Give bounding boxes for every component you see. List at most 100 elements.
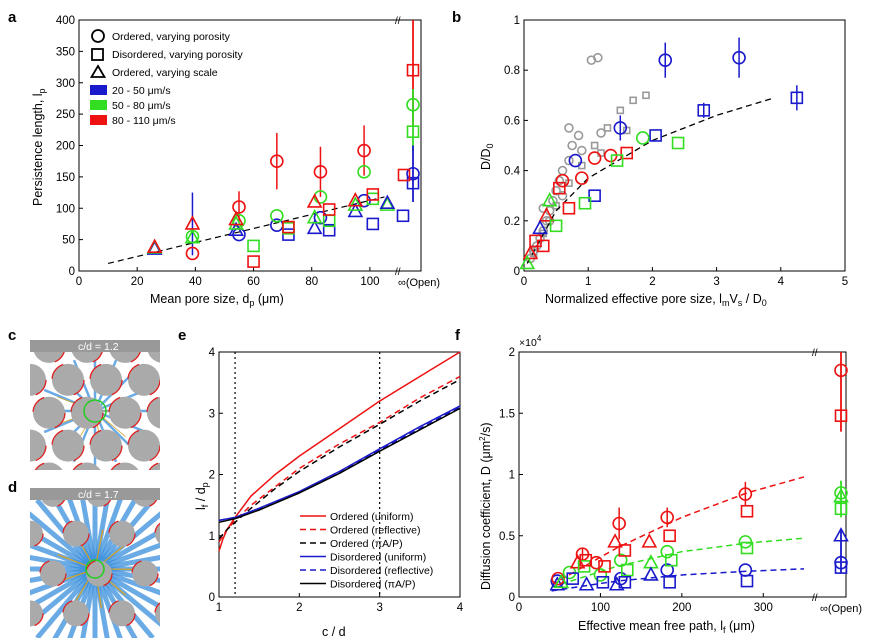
open-point bbox=[834, 363, 848, 378]
data-point bbox=[618, 544, 632, 557]
panel-e-xlabel: c / d bbox=[322, 625, 346, 639]
panel-f-chart: 0 100 200 300 0 0.5 1 1.5 2 ×104 // // ∞(Open) E… bbox=[478, 334, 862, 635]
x-tick-label: 4 bbox=[778, 276, 785, 288]
data-point bbox=[663, 575, 676, 589]
y-tick-label: 0 bbox=[209, 592, 215, 604]
data-point bbox=[649, 129, 662, 142]
x-tick-label: 2 bbox=[296, 602, 302, 614]
y-tick-label: 350 bbox=[56, 46, 75, 58]
data-point bbox=[282, 220, 295, 234]
trajectory bbox=[35, 567, 97, 638]
obstacle bbox=[132, 560, 158, 587]
data-point bbox=[347, 192, 364, 207]
obstacle bbox=[90, 363, 122, 396]
y-tick-label: 0.8 bbox=[504, 65, 520, 77]
obstacle bbox=[90, 429, 122, 462]
x-tick-label: 1 bbox=[585, 276, 591, 288]
data-point bbox=[620, 563, 634, 577]
legend-ordered-scale: Ordered, varying scale bbox=[112, 67, 218, 79]
gray-point bbox=[557, 190, 568, 201]
legend-square-marker bbox=[91, 48, 104, 61]
obstacle bbox=[0, 298, 8, 330]
obstacle bbox=[33, 396, 65, 429]
data-point bbox=[740, 541, 754, 555]
series-line bbox=[218, 375, 461, 543]
data-point bbox=[671, 136, 685, 150]
obstacle-edge bbox=[30, 520, 44, 548]
data-point bbox=[641, 533, 658, 548]
y-tick-label: 1 bbox=[514, 15, 520, 27]
y-tick-label: 400 bbox=[56, 15, 75, 27]
gray-point bbox=[554, 175, 565, 186]
data-point bbox=[538, 207, 555, 222]
obstacle-edge bbox=[62, 520, 90, 548]
obstacle-edge bbox=[166, 364, 198, 396]
start-region bbox=[85, 559, 105, 579]
panel-b-xlabel: Normalized effective pore size, lmVs / D… bbox=[545, 292, 767, 308]
y-tick-label: 100 bbox=[56, 203, 75, 215]
series-line bbox=[218, 405, 461, 522]
y-tick-label: 50 bbox=[62, 235, 75, 247]
data-point bbox=[357, 143, 371, 158]
data-point bbox=[618, 575, 632, 589]
panel-a-open-label: ∞(Open) bbox=[398, 277, 440, 289]
data-point bbox=[660, 510, 675, 525]
panel-c-illustration: c/d = 1.2 bbox=[0, 298, 198, 470]
data-point bbox=[596, 575, 610, 589]
obstacle-edge bbox=[52, 298, 84, 330]
data-point bbox=[519, 254, 536, 270]
obstacle bbox=[30, 600, 43, 627]
data-point bbox=[306, 193, 323, 208]
obstacle bbox=[30, 429, 46, 462]
data-point bbox=[598, 560, 611, 573]
obstacle bbox=[0, 364, 8, 396]
x-tick-label: 100 bbox=[591, 602, 610, 614]
data-point bbox=[568, 153, 583, 168]
y-tick-label: 2 bbox=[209, 470, 215, 482]
legend-green-swatch bbox=[90, 100, 107, 110]
y-tick-label: 0 bbox=[509, 592, 515, 604]
x-tick-label: 0 bbox=[521, 276, 527, 288]
panel-d-title-bar bbox=[30, 488, 160, 500]
fit-line bbox=[526, 97, 775, 264]
data-point bbox=[613, 121, 628, 135]
panel-f-xlabel: Effective mean free path, lf (μm) bbox=[578, 619, 755, 635]
panel-f-ylabel: Diffusion coefficient, D (μm2/s) bbox=[478, 422, 493, 590]
obstacle bbox=[52, 429, 84, 462]
panel-a-legend: Ordered, varying porosity Disordered, va… bbox=[89, 29, 243, 127]
obstacle bbox=[63, 520, 89, 547]
obstacle-edge bbox=[108, 599, 136, 627]
obstacle-edge bbox=[0, 430, 8, 462]
gray-point bbox=[567, 140, 577, 151]
obstacle-edge bbox=[0, 561, 20, 587]
open-point bbox=[406, 97, 420, 112]
obstacle bbox=[109, 396, 141, 429]
data-point bbox=[228, 215, 244, 230]
obstacle-edge bbox=[30, 599, 44, 627]
panel-e-ylabel: lf / dp bbox=[194, 482, 210, 510]
gray-point bbox=[564, 155, 574, 166]
panel-a-xlabel: Mean pore size, dp (μm) bbox=[150, 292, 284, 308]
obstacle bbox=[147, 352, 160, 363]
panel-letter-b: b bbox=[452, 9, 461, 26]
data-point bbox=[790, 91, 804, 105]
y-tick-label: 150 bbox=[56, 172, 75, 184]
data-point bbox=[562, 201, 576, 215]
data-point bbox=[740, 574, 754, 588]
open-point bbox=[834, 409, 848, 423]
panel-b-chart: 0 1 2 3 4 5 0 0.2 0.4 0.6 0.8 1 Normalized effectiv… bbox=[479, 15, 848, 308]
y-tick-label: 0 bbox=[514, 266, 520, 278]
legend-speed-high: 80 - 110 μm/s bbox=[112, 115, 176, 127]
legend-label: Ordered (reflective) bbox=[330, 525, 420, 537]
obstacle bbox=[109, 600, 135, 627]
legend-label: Ordered (πA/P) bbox=[330, 538, 403, 550]
data-point bbox=[379, 196, 396, 211]
data-point bbox=[732, 50, 746, 65]
data-point bbox=[551, 571, 565, 586]
data-point bbox=[578, 196, 592, 210]
data-point bbox=[366, 217, 380, 231]
x-tick-label: 5 bbox=[842, 276, 848, 288]
panel-letter-f: f bbox=[455, 327, 461, 344]
